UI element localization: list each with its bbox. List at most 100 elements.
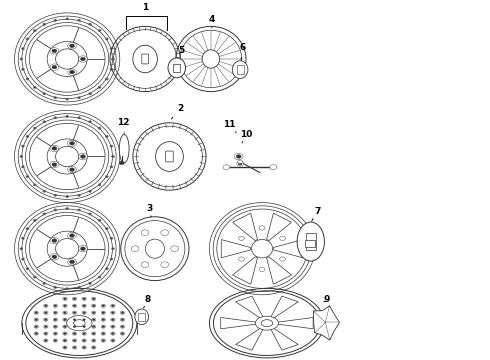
Circle shape: [239, 236, 245, 240]
Circle shape: [35, 312, 37, 314]
Circle shape: [119, 161, 124, 165]
Circle shape: [44, 318, 48, 321]
Circle shape: [78, 195, 80, 196]
Circle shape: [102, 333, 104, 334]
Circle shape: [22, 48, 24, 49]
Circle shape: [73, 332, 77, 335]
Circle shape: [239, 257, 245, 261]
Circle shape: [98, 127, 100, 129]
Circle shape: [54, 19, 57, 21]
Circle shape: [54, 319, 57, 320]
Circle shape: [21, 156, 22, 157]
Circle shape: [52, 65, 57, 69]
Circle shape: [93, 319, 95, 320]
Circle shape: [111, 145, 112, 147]
Circle shape: [45, 326, 47, 328]
Circle shape: [111, 48, 112, 49]
Circle shape: [33, 30, 36, 32]
Circle shape: [238, 160, 243, 163]
Text: 1: 1: [142, 3, 148, 12]
Circle shape: [54, 195, 56, 196]
Circle shape: [171, 246, 178, 252]
Circle shape: [93, 305, 95, 307]
Circle shape: [68, 69, 76, 75]
Circle shape: [66, 98, 69, 100]
Circle shape: [259, 267, 265, 271]
Circle shape: [120, 311, 124, 314]
Circle shape: [44, 213, 45, 215]
Circle shape: [77, 209, 80, 211]
Circle shape: [22, 166, 24, 167]
Circle shape: [22, 258, 24, 260]
Circle shape: [105, 228, 108, 230]
FancyBboxPatch shape: [166, 151, 173, 162]
Circle shape: [120, 325, 124, 328]
Circle shape: [112, 58, 114, 60]
Circle shape: [22, 258, 24, 260]
Circle shape: [270, 165, 277, 170]
Circle shape: [105, 135, 108, 138]
Circle shape: [44, 24, 45, 25]
Circle shape: [66, 288, 69, 290]
Circle shape: [70, 70, 74, 74]
Text: 10: 10: [240, 130, 252, 143]
Circle shape: [110, 145, 113, 147]
Text: 11: 11: [223, 120, 236, 133]
Circle shape: [22, 69, 24, 70]
Text: 7: 7: [312, 207, 320, 221]
Circle shape: [54, 333, 57, 334]
Circle shape: [26, 135, 29, 138]
Circle shape: [70, 168, 74, 171]
Circle shape: [26, 38, 28, 40]
Circle shape: [280, 257, 286, 261]
Circle shape: [98, 30, 101, 32]
Circle shape: [70, 260, 74, 264]
Circle shape: [45, 312, 47, 314]
Circle shape: [20, 156, 23, 158]
Circle shape: [89, 190, 91, 192]
Circle shape: [21, 58, 22, 60]
Circle shape: [66, 18, 68, 19]
Circle shape: [53, 318, 58, 321]
Circle shape: [120, 318, 124, 321]
Circle shape: [121, 333, 123, 334]
Circle shape: [112, 156, 114, 157]
Ellipse shape: [133, 45, 157, 73]
Circle shape: [54, 326, 57, 328]
Circle shape: [22, 48, 24, 50]
Circle shape: [66, 116, 68, 117]
Circle shape: [26, 38, 29, 40]
Circle shape: [131, 246, 139, 252]
Circle shape: [111, 311, 115, 314]
Circle shape: [78, 97, 80, 98]
Circle shape: [52, 163, 57, 166]
Ellipse shape: [251, 239, 272, 258]
Circle shape: [98, 184, 100, 185]
Circle shape: [238, 162, 242, 165]
Circle shape: [50, 237, 59, 244]
Text: 3: 3: [147, 204, 153, 217]
Circle shape: [73, 346, 77, 349]
Circle shape: [44, 121, 45, 122]
FancyBboxPatch shape: [173, 63, 180, 72]
Ellipse shape: [202, 50, 220, 68]
Circle shape: [73, 339, 77, 342]
Circle shape: [98, 184, 101, 186]
Circle shape: [53, 311, 58, 314]
Circle shape: [63, 339, 67, 342]
Circle shape: [101, 311, 105, 314]
Circle shape: [64, 326, 66, 328]
Ellipse shape: [297, 222, 324, 261]
Circle shape: [83, 347, 85, 348]
Circle shape: [121, 326, 123, 328]
Circle shape: [43, 23, 46, 25]
Circle shape: [78, 246, 87, 252]
Circle shape: [105, 175, 108, 177]
Circle shape: [74, 312, 76, 314]
Circle shape: [54, 96, 57, 99]
Circle shape: [33, 86, 36, 89]
Circle shape: [110, 68, 113, 71]
Circle shape: [52, 239, 57, 242]
Circle shape: [237, 161, 244, 166]
Ellipse shape: [255, 316, 278, 330]
